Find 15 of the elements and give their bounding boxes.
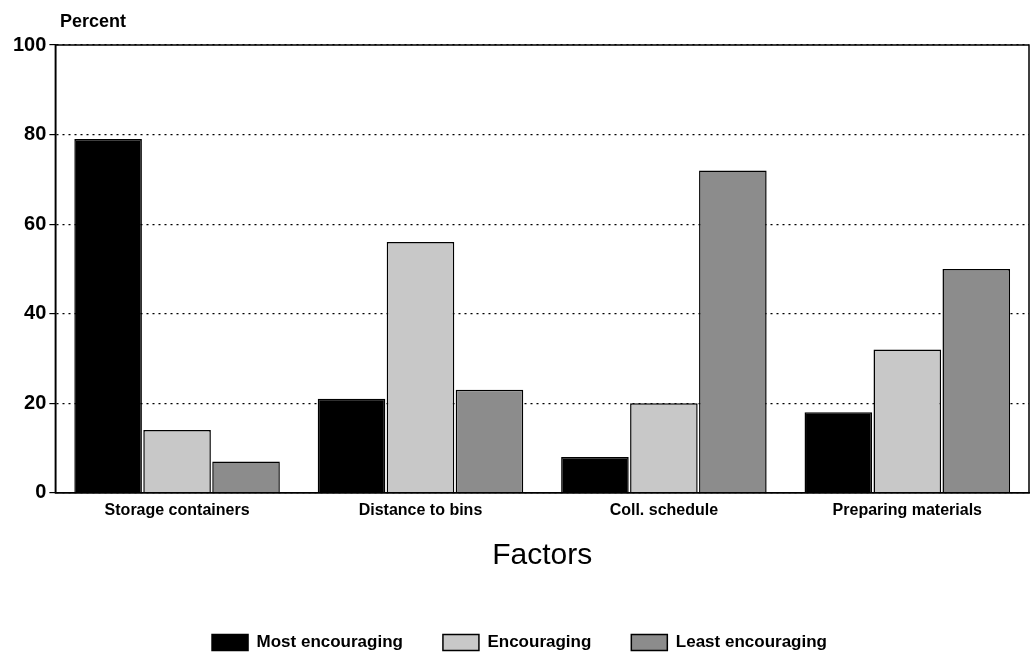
legend-label: Most encouraging [256,632,403,652]
x-tick-label: Storage containers [104,500,250,518]
x-axis-title: Factors [492,537,593,571]
y-tick-label: 100 [12,32,47,55]
legend-label: Encouraging [487,632,592,652]
y-axis-title: Percent [60,10,127,31]
x-tick-label: Coll. schedule [609,500,719,518]
y-tick-label: 80 [24,122,47,145]
y-tick-label: 0 [35,480,47,503]
legend-label: Least encouraging [675,632,827,652]
x-tick-label: Distance to bins [358,500,483,518]
y-tick-label: 60 [24,211,47,234]
y-tick-label: 20 [24,390,47,413]
x-tick-label: Preparing materials [832,500,983,518]
y-tick-label: 40 [24,301,47,324]
